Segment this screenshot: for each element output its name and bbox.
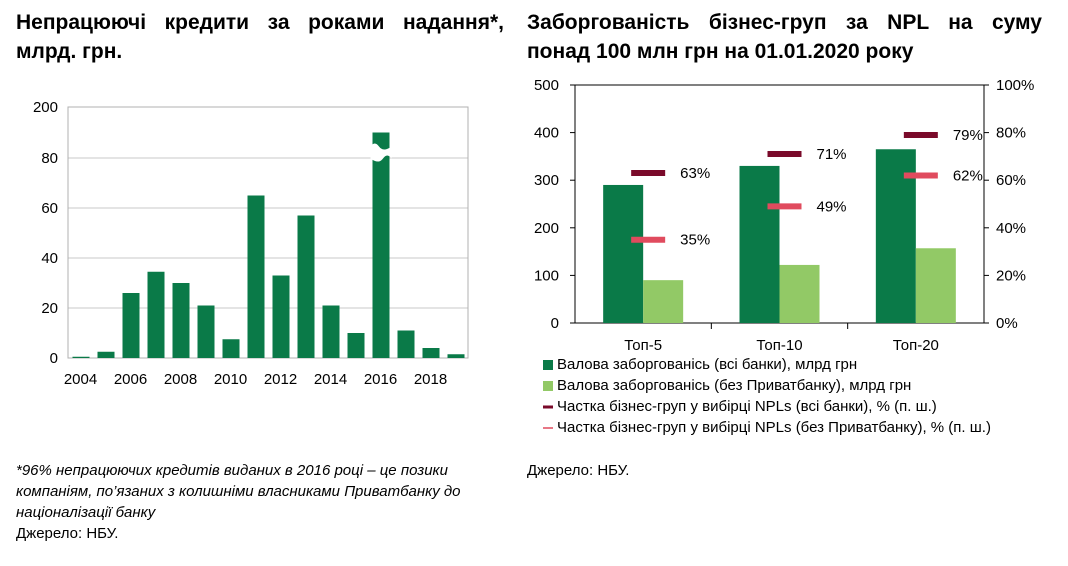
right-marker-label-all-banks: 63%	[680, 165, 710, 182]
right-y2-tick-label: 60%	[996, 172, 1026, 189]
right-bar-excl-privatbank	[915, 248, 956, 323]
left-chart-footnote: *96% непрацюючих кредитів виданих в 2016…	[16, 462, 461, 521]
left-y-tick-label: 80	[41, 150, 58, 167]
legend-swatch	[543, 360, 553, 370]
left-x-tick-label: 2012	[264, 371, 297, 388]
left-x-tick-label: 2008	[164, 371, 197, 388]
right-bar-excl-privatbank	[643, 280, 684, 323]
legend-entry: Валова заборгованісь (без Приватбанку), …	[557, 377, 911, 394]
left-x-tick-label: 2016	[364, 371, 397, 388]
left-chart-source: Джерело: НБУ.	[16, 525, 119, 542]
left-bar	[197, 305, 215, 358]
right-x-tick-label: Топ-5	[624, 337, 662, 354]
left-chart-title: Непрацюючі кредити за роками надання*, м…	[16, 11, 504, 63]
left-x-tick-label: 2014	[314, 371, 347, 388]
left-bar	[297, 215, 315, 358]
left-x-tick-label: 2010	[214, 371, 247, 388]
right-y-tick-label: 400	[534, 125, 559, 142]
right-y2-tick-label: 20%	[996, 267, 1026, 284]
left-bar	[372, 132, 390, 358]
left-x-tick-label: 2006	[114, 371, 147, 388]
left-bar	[172, 283, 190, 358]
left-bar	[97, 351, 115, 358]
left-x-tick-label: 2018	[414, 371, 447, 388]
right-bar-all-banks	[603, 184, 644, 323]
right-y2-tick-label: 100%	[996, 77, 1034, 94]
left-bar	[247, 195, 265, 358]
left-bar	[447, 354, 465, 358]
right-y-tick-label: 100	[534, 267, 559, 284]
legend-swatch	[543, 381, 553, 391]
right-x-tick-label: Топ-10	[756, 337, 802, 354]
right-y2-tick-label: 40%	[996, 220, 1026, 237]
left-plot-frame	[67, 106, 469, 359]
right-bar-all-banks	[739, 165, 780, 323]
left-bar	[272, 275, 290, 358]
right-marker-label-excl-privatbank: 35%	[680, 232, 710, 249]
right-marker-label-excl-privatbank: 62%	[953, 167, 983, 184]
left-bar	[222, 339, 240, 358]
right-y2-tick-label: 0%	[996, 315, 1018, 332]
left-bar	[347, 333, 365, 358]
left-y-tick-label: 60	[41, 200, 58, 217]
left-y-tick-label: 200	[33, 99, 58, 116]
legend-entry: Валова заборгованісь (всі банки), млрд г…	[557, 356, 857, 373]
legend-entry: Частка бізнес-груп у вибірці NPLs (без П…	[557, 419, 991, 436]
right-marker-label-excl-privatbank: 49%	[817, 198, 847, 215]
right-y-tick-label: 500	[534, 77, 559, 94]
left-bar	[397, 330, 415, 358]
left-x-tick-label: 2004	[64, 371, 97, 388]
right-chart-source: Джерело: НБУ.	[527, 462, 630, 479]
left-bar	[122, 293, 140, 358]
right-chart-title: Заборгованість бізнес-груп за NPL на сум…	[527, 11, 1042, 63]
right-marker-label-all-banks: 71%	[817, 146, 847, 163]
right-y-tick-label: 200	[534, 220, 559, 237]
right-y-tick-label: 0	[551, 315, 559, 332]
right-y-tick-label: 300	[534, 172, 559, 189]
right-bar-excl-privatbank	[779, 264, 820, 323]
legend-entry: Частка бізнес-груп у вибірці NPLs (всі б…	[557, 398, 937, 415]
left-axis-break-mark	[370, 143, 392, 162]
right-y2-tick-label: 80%	[996, 125, 1026, 142]
left-bar	[72, 356, 90, 358]
left-y-tick-label: 40	[41, 250, 58, 267]
right-x-tick-label: Топ-20	[893, 337, 939, 354]
left-y-tick-label: 20	[41, 300, 58, 317]
right-marker-label-all-banks: 79%	[953, 127, 983, 144]
left-bar	[322, 305, 340, 358]
left-y-tick-label: 0	[50, 350, 58, 367]
left-bar	[147, 271, 165, 358]
left-bar	[422, 348, 440, 358]
